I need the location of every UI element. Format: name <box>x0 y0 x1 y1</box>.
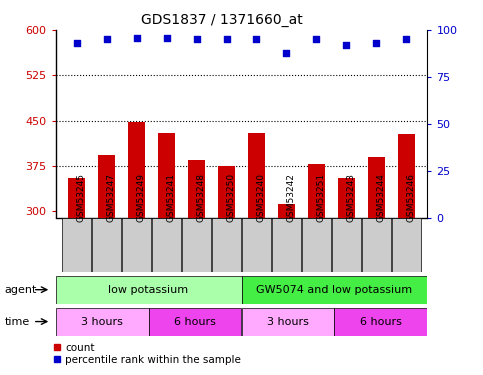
Point <box>253 36 260 42</box>
Bar <box>242 217 271 272</box>
Bar <box>182 217 211 272</box>
Bar <box>122 217 151 272</box>
Bar <box>278 204 295 218</box>
Point <box>133 34 141 40</box>
Bar <box>188 160 205 218</box>
Text: GSM53241: GSM53241 <box>167 173 175 222</box>
Text: GSM53250: GSM53250 <box>227 173 236 222</box>
Bar <box>56 276 242 304</box>
Text: GSM53245: GSM53245 <box>76 173 85 222</box>
Bar <box>158 133 175 218</box>
Point <box>372 40 380 46</box>
Text: GDS1837 / 1371660_at: GDS1837 / 1371660_at <box>142 13 303 27</box>
Bar <box>272 217 301 272</box>
Text: GSM53249: GSM53249 <box>137 173 145 222</box>
Point <box>103 36 111 42</box>
Text: low potassium: low potassium <box>109 285 188 295</box>
Bar <box>302 217 331 272</box>
Text: time: time <box>5 316 30 327</box>
Bar <box>149 308 242 336</box>
Point <box>72 40 80 46</box>
Point <box>403 36 411 42</box>
Bar <box>92 217 121 272</box>
Text: GSM53240: GSM53240 <box>256 173 266 222</box>
Bar <box>98 155 115 218</box>
Bar <box>128 122 145 218</box>
Bar <box>308 164 325 218</box>
Bar <box>242 308 334 336</box>
Bar <box>62 217 91 272</box>
Text: GSM53246: GSM53246 <box>407 173 415 222</box>
Text: agent: agent <box>5 285 37 295</box>
Bar <box>362 217 391 272</box>
Text: 3 hours: 3 hours <box>267 316 309 327</box>
Bar <box>368 157 385 218</box>
Text: GSM53248: GSM53248 <box>197 173 205 222</box>
Bar <box>338 178 355 218</box>
Text: GSM53251: GSM53251 <box>316 173 326 222</box>
Point <box>342 42 350 48</box>
Point <box>163 34 170 40</box>
Bar <box>68 178 85 218</box>
Point <box>283 50 290 55</box>
Text: 6 hours: 6 hours <box>360 316 402 327</box>
Bar <box>212 217 241 272</box>
Text: GSM53244: GSM53244 <box>376 173 385 222</box>
Bar <box>152 217 181 272</box>
Text: GSM53247: GSM53247 <box>107 173 115 222</box>
Text: 6 hours: 6 hours <box>174 316 216 327</box>
Bar <box>334 308 427 336</box>
Point <box>313 36 320 42</box>
Bar <box>56 308 149 336</box>
Legend: count, percentile rank within the sample: count, percentile rank within the sample <box>54 343 241 365</box>
Text: GSM53243: GSM53243 <box>346 173 355 222</box>
Text: 3 hours: 3 hours <box>81 316 123 327</box>
Text: GSM53242: GSM53242 <box>286 173 296 222</box>
Point <box>193 36 200 42</box>
Bar <box>392 217 421 272</box>
Bar <box>248 133 265 218</box>
Bar <box>398 134 415 218</box>
Text: GW5074 and low potassium: GW5074 and low potassium <box>256 285 412 295</box>
Bar <box>242 276 427 304</box>
Bar <box>218 166 235 218</box>
Point <box>223 36 230 42</box>
Bar <box>332 217 361 272</box>
